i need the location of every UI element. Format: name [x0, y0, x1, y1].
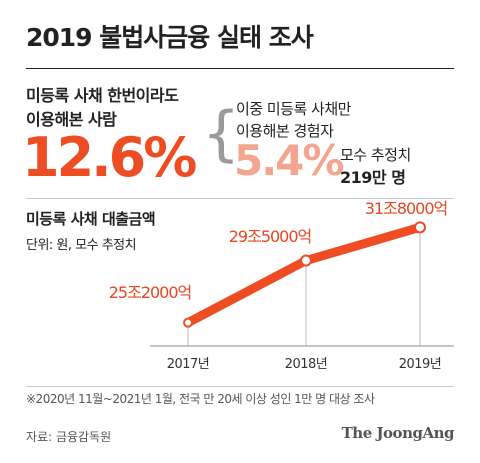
data-label: 29조5000억 — [229, 227, 312, 246]
brace-icon: { — [202, 99, 241, 169]
chart-title: 미등록 사채 대출금액 — [26, 210, 156, 228]
ever-used-label-line2: 이용해본 사람 — [26, 110, 117, 129]
brand-logo: The JoongAng — [341, 424, 455, 442]
data-label: 31조8000억 — [365, 199, 448, 218]
data-point — [183, 317, 193, 328]
only-used-percent: 5.4% — [234, 136, 344, 185]
data-point — [300, 254, 312, 267]
title-divider — [26, 68, 454, 69]
ever-used-percent: 12.6% — [22, 126, 197, 189]
data-label: 25조2000억 — [109, 283, 192, 302]
x-tick-label: 2018년 — [285, 357, 328, 372]
ever-used-label: 미등록 사채 한번이라도 이용해본 사람 — [26, 84, 179, 132]
estimate-value: 219만 명 — [340, 168, 406, 187]
footnote: ※2020년 11월~2021년 1월, 전국 만 20세 이상 성인 1만 명… — [26, 392, 375, 406]
page-title: 2019 불법사금융 실태 조사 — [26, 23, 314, 52]
source-credit: 자료: 금융감독원 — [26, 430, 112, 444]
chart-unit: 단위: 원, 모수 추정치 — [26, 238, 137, 253]
x-tick-label: 2019년 — [399, 357, 442, 372]
section-divider — [26, 198, 454, 199]
only-used-label-line2: 이용해본 경험자 — [236, 122, 334, 140]
estimate-label: 모수 추정치 — [340, 146, 411, 164]
only-used-label: 이중 미등록 사채만 이용해본 경험자 — [236, 98, 351, 142]
x-tick-label: 2017년 — [167, 357, 210, 372]
only-used-label-line1: 이중 미등록 사채만 — [236, 100, 351, 118]
ever-used-label-line1: 미등록 사채 한번이라도 — [26, 86, 179, 105]
data-point — [414, 221, 426, 234]
footnote-divider — [26, 386, 454, 387]
